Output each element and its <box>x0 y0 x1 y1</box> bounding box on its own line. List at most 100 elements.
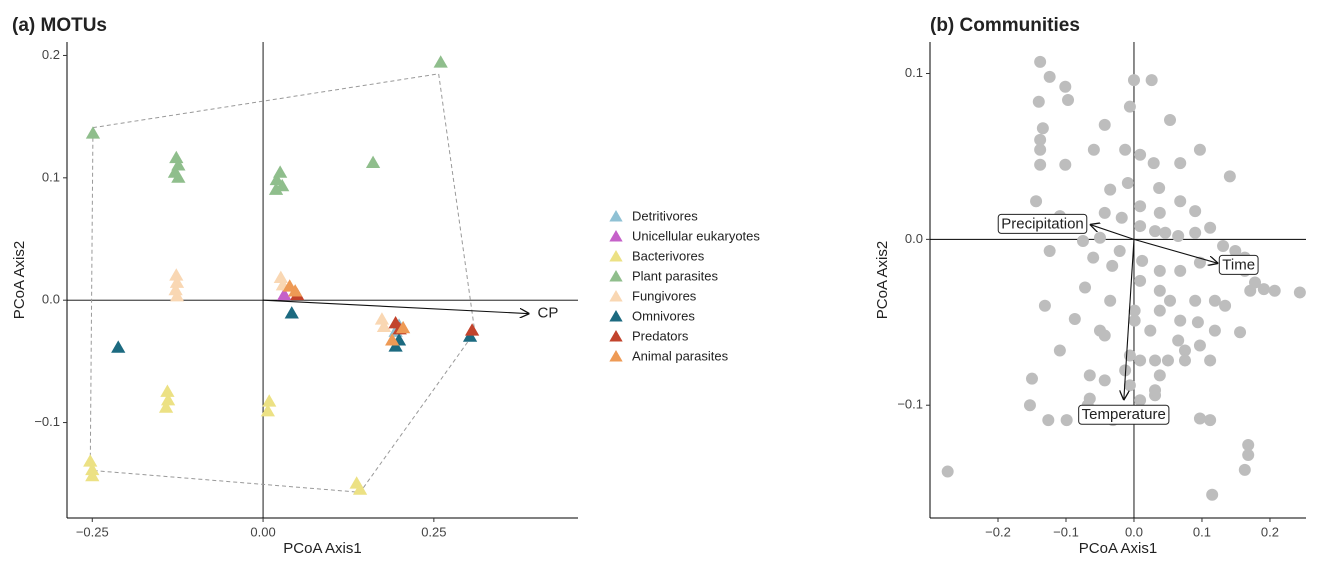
point <box>1134 148 1147 161</box>
point <box>1076 235 1089 248</box>
point <box>1036 122 1049 135</box>
x-tick-label: −0.25 <box>76 524 109 539</box>
point <box>1034 158 1047 171</box>
point <box>1043 70 1056 83</box>
point <box>1153 181 1166 194</box>
legend-label: Plant parasites <box>632 268 718 283</box>
y-tick-label: 0.0 <box>42 292 60 307</box>
point <box>85 126 101 139</box>
point <box>1134 220 1147 233</box>
point <box>1106 259 1119 272</box>
point <box>1053 344 1066 357</box>
point <box>284 306 299 319</box>
legend-marker <box>609 330 623 342</box>
point <box>1083 369 1096 382</box>
point <box>1087 251 1100 264</box>
point <box>1147 157 1160 170</box>
panel-title: (a) MOTUs <box>12 15 107 36</box>
arrow-label: Precipitation <box>1001 215 1084 232</box>
arrow-label-group: Temperature <box>1078 404 1170 425</box>
arrow <box>1090 224 1135 240</box>
point <box>1217 240 1230 252</box>
point <box>1159 226 1172 239</box>
point <box>1238 463 1251 476</box>
point <box>1121 176 1134 189</box>
arrow <box>1133 238 1218 263</box>
point <box>352 482 368 495</box>
legend-marker <box>609 310 623 322</box>
point <box>1178 354 1191 367</box>
point <box>1134 200 1147 213</box>
point <box>268 182 284 195</box>
point <box>1119 143 1132 156</box>
point <box>1242 448 1255 461</box>
point <box>1123 100 1136 113</box>
point <box>1219 299 1232 312</box>
point <box>1153 284 1166 297</box>
point <box>433 55 448 68</box>
point <box>1206 488 1219 501</box>
point <box>1161 354 1174 367</box>
point <box>1093 231 1106 244</box>
point <box>1134 274 1147 287</box>
point <box>111 340 126 353</box>
point <box>1257 283 1270 296</box>
arrow <box>263 299 529 313</box>
y-tick-label: 0.2 <box>42 47 60 62</box>
point <box>1208 294 1221 307</box>
arrow <box>1124 239 1135 400</box>
point <box>1204 414 1217 427</box>
point <box>83 454 98 467</box>
point <box>1115 211 1128 224</box>
point <box>169 268 184 281</box>
point <box>1189 205 1202 218</box>
legend-label: Predators <box>632 328 689 343</box>
point <box>1229 244 1242 257</box>
point <box>169 150 184 164</box>
y-tick-label: 0.0 <box>905 231 923 246</box>
point <box>1172 334 1185 347</box>
point <box>1098 374 1111 387</box>
point <box>1079 281 1092 294</box>
point <box>262 394 277 407</box>
point <box>1025 372 1038 385</box>
legend-label: Unicellular eukaryotes <box>632 228 760 243</box>
point <box>1244 284 1257 297</box>
point <box>1136 254 1149 267</box>
legend-marker <box>609 290 623 302</box>
x-tick-label: 0.0 <box>1125 524 1143 539</box>
point <box>1087 143 1100 156</box>
point <box>1153 264 1166 277</box>
point <box>1098 206 1111 219</box>
label-box <box>1078 404 1170 425</box>
point <box>169 289 185 302</box>
point <box>1193 412 1206 425</box>
hull <box>89 73 476 493</box>
point <box>1189 226 1202 239</box>
point <box>160 393 176 406</box>
point <box>1153 206 1166 219</box>
point <box>1059 80 1072 93</box>
arrow-label-group: Precipitation <box>997 213 1088 234</box>
x-axis-label: PCoA Axis1 <box>283 540 361 557</box>
point <box>1043 244 1056 257</box>
point <box>1234 326 1247 339</box>
legend-marker <box>609 230 623 242</box>
point <box>1034 133 1047 146</box>
arrow-label-group: Time <box>1218 254 1259 275</box>
point <box>1104 183 1117 196</box>
point <box>1191 316 1204 329</box>
legend-label: Bacterivores <box>632 248 705 263</box>
x-axis-label: PCoA Axis1 <box>1079 540 1157 557</box>
x-tick-label: −0.2 <box>985 524 1011 539</box>
point <box>1172 230 1185 243</box>
point <box>1068 312 1081 325</box>
point <box>1113 244 1126 257</box>
point <box>1174 195 1187 208</box>
point <box>1189 294 1202 307</box>
arrow-label-group: CP <box>537 305 558 322</box>
point <box>269 172 284 186</box>
y-tick-label: −0.1 <box>34 414 60 429</box>
point <box>1174 157 1187 170</box>
y-axis-label: PCoA Axis2 <box>11 241 28 319</box>
